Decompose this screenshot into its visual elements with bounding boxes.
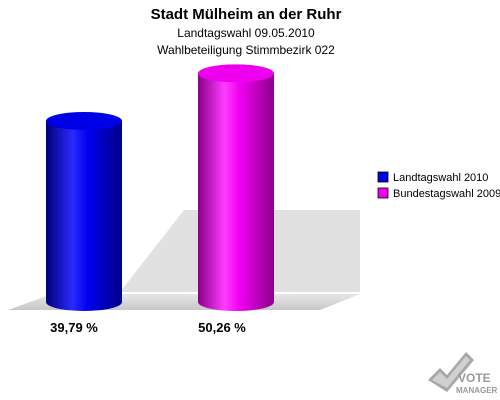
bar-bundestagswahl-2009 <box>198 64 274 311</box>
legend-swatch-bundestagswahl-2009 <box>377 187 389 199</box>
legend-label-landtagswahl-2010: Landtagswahl 2010 <box>393 172 488 184</box>
logo-word-vote: VOTE <box>458 371 491 385</box>
logo-word-manager: MANAGER <box>456 386 498 395</box>
votemanager-logo: VOTE MANAGER <box>428 352 498 395</box>
legend: Landtagswahl 2010 Bundestagswahl 2009 <box>377 171 500 200</box>
checkmark-icon <box>428 352 474 392</box>
legend-swatch-landtagswahl-2010 <box>377 171 389 183</box>
value-label-bundestagswahl-2009: 50,26 % <box>198 320 246 335</box>
chart-title: Stadt Mülheim an der Ruhr <box>151 6 342 23</box>
bar-top-landtagswahl-2010 <box>46 111 122 130</box>
bars-group <box>46 64 274 311</box>
bar-landtagswahl-2010 <box>46 111 122 311</box>
chart-subtitle-turnout: Wahlbeteiligung Stimmbezirk 022 <box>157 43 335 57</box>
bar-top-bundestagswahl-2009 <box>198 64 274 83</box>
legend-label-bundestagswahl-2009: Bundestagswahl 2009 <box>393 188 500 200</box>
value-label-landtagswahl-2010: 39,79 % <box>50 320 98 335</box>
bar-body-bundestagswahl-2009 <box>198 73 274 311</box>
chart-subtitle-election: Landtagswahl 09.05.2010 <box>177 26 315 40</box>
bar-body-landtagswahl-2010 <box>46 120 122 311</box>
